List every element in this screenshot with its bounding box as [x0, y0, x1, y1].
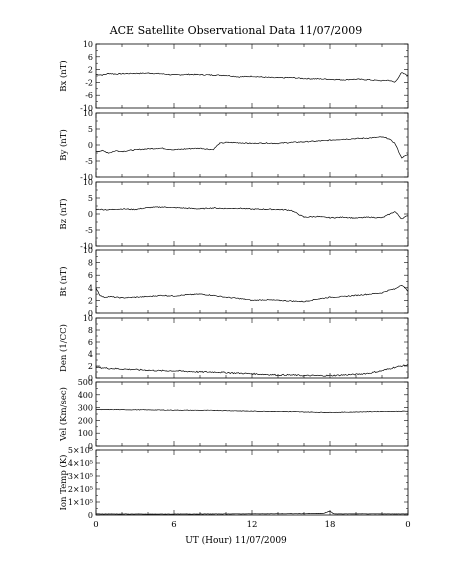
y-tick-label: -5 [85, 157, 93, 166]
chart-title: ACE Satellite Observational Data 11/07/2… [109, 24, 363, 37]
y-axis-label-bx: Bx (nT) [58, 60, 69, 92]
y-tick-label: 4 [88, 284, 93, 293]
x-axis-label: UT (Hour) 11/07/2009 [185, 535, 287, 546]
y-tick-label: 10 [83, 246, 93, 255]
y-tick-label: 0 [88, 374, 93, 383]
y-tick-label: 5 [88, 194, 93, 203]
y-tick-label: 10 [83, 178, 93, 187]
x-tick-label: 6 [171, 520, 176, 530]
x-axis: 0 6 12 18 0 [93, 520, 410, 530]
y-tick-label: -10 [80, 173, 93, 182]
y-axis-label-bt: Bt (nT) [58, 266, 69, 296]
y-tick-label: 6 [88, 53, 93, 62]
y-tick-label: 0 [88, 511, 93, 520]
y-tick-label: 8 [88, 259, 93, 268]
y-axis-label-vel: Vel (Km/sec) [58, 387, 69, 442]
y-tick-label: 2 [88, 296, 93, 305]
x-tick-label: 0 [405, 520, 410, 530]
panel-frame-by [95, 112, 409, 178]
y-tick-label: 400 [78, 391, 93, 400]
y-tick-label: 8 [88, 326, 93, 335]
y-tick-label: 6 [88, 338, 93, 347]
panel-frame-vel [95, 381, 409, 447]
y-tick-label: -10 [80, 104, 93, 113]
y-tick-label: 100 [78, 429, 93, 438]
y-tick-label: 2×10⁵ [68, 485, 93, 494]
y-tick-label: 0 [88, 141, 93, 150]
y-axis-label-temp: Ion Temp (K) [58, 455, 69, 511]
series-line-temp [96, 510, 409, 515]
x-tick-label: 18 [325, 520, 336, 530]
panels-group: 10 6 2 -2 -6 -10 Bx (nT) 10 5 0 -5 -10 By (nT) 10 5 0 -5… [58, 40, 409, 520]
y-tick-label: 2 [88, 362, 93, 371]
y-tick-label: -10 [80, 242, 93, 251]
y-tick-label: 2 [88, 66, 93, 75]
panel-frame-bt [95, 249, 409, 314]
y-tick-label: 5×10⁵ [68, 446, 93, 455]
y-tick-label: 10 [83, 40, 93, 49]
panel-frame-bz [95, 181, 409, 247]
y-tick-label: 1×10⁵ [68, 498, 93, 507]
y-axis-label-den: Den (1/CC) [58, 324, 69, 372]
x-tick-label: 12 [247, 520, 258, 530]
y-tick-label: 4×10⁵ [68, 459, 93, 468]
series-line-bz [95, 206, 409, 220]
y-axis-label-bz: Bz (nT) [58, 198, 69, 229]
y-tick-label: -6 [85, 91, 93, 100]
y-tick-label: 0 [88, 442, 93, 451]
x-tick-label: 0 [93, 520, 98, 530]
series-line-bx [96, 72, 409, 83]
y-tick-label: 200 [78, 416, 93, 425]
series-line-vel [95, 408, 409, 414]
y-tick-label: 10 [83, 109, 93, 118]
series-line-by [96, 136, 409, 159]
panel-frame-bx [95, 43, 409, 109]
y-tick-label: 6 [88, 271, 93, 280]
series-line-bt [95, 285, 409, 303]
y-tick-label: 4 [88, 350, 93, 359]
y-tick-label: 3×10⁵ [68, 472, 93, 481]
y-tick-label: 5 [88, 125, 93, 134]
y-axis-label-by: By (nT) [58, 129, 69, 161]
panel-frame-temp [95, 449, 409, 516]
y-tick-label: -5 [85, 226, 93, 235]
series-line-den [95, 363, 409, 377]
panel-frame-den [95, 317, 409, 379]
y-tick-label: 0 [88, 309, 93, 318]
y-tick-label: 500 [78, 378, 93, 387]
y-tick-label: -2 [85, 78, 93, 87]
y-tick-label: 0 [88, 210, 93, 219]
y-tick-label: 10 [83, 314, 93, 323]
y-tick-label: 300 [78, 404, 93, 413]
